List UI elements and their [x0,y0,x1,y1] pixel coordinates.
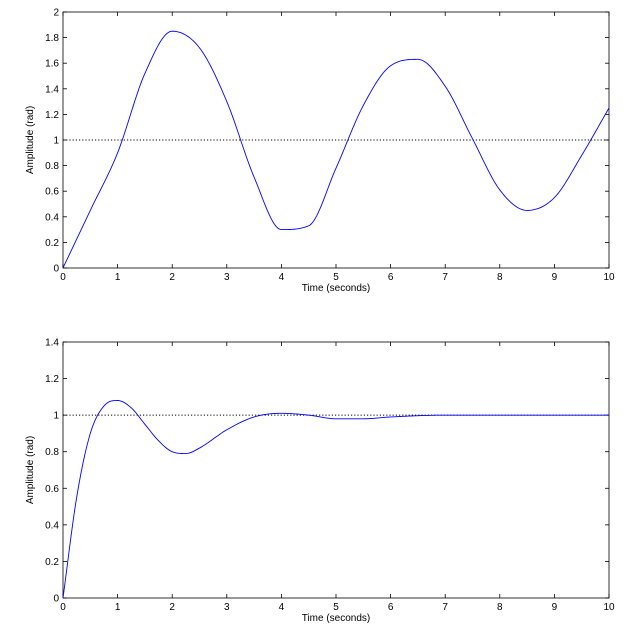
y-tick-label: 0.4 [45,520,59,531]
x-tick-label: 7 [442,602,448,613]
x-tick-label: 9 [552,272,558,283]
x-axis-label: Time (seconds) [302,613,371,624]
y-tick-label: 0.4 [45,212,59,223]
x-tick-label: 8 [497,272,503,283]
y-tick-label: 0 [53,264,59,275]
x-tick-label: 1 [115,272,121,283]
y-tick-label: 0.2 [45,557,59,568]
y-tick-label: 0.6 [45,484,59,495]
x-tick-label: 10 [603,602,615,613]
x-tick-label: 0 [60,272,66,283]
y-tick-label: 0 [53,594,59,605]
x-tick-label: 10 [603,272,615,283]
x-tick-label: 3 [224,602,230,613]
y-tick-label: 0.8 [45,161,59,172]
plot-frame [62,341,610,599]
y-tick-label: 1.4 [45,84,59,95]
y-tick-label: 1.6 [45,59,59,70]
y-tick-label: 1.8 [45,33,59,44]
y-tick-label: 2 [53,8,59,19]
x-tick-label: 2 [169,602,175,613]
x-tick-label: 4 [279,602,285,613]
x-tick-label: 4 [279,272,285,283]
x-tick-label: 5 [333,272,339,283]
x-tick-label: 5 [333,602,339,613]
y-tick-label: 0.2 [45,238,59,249]
x-tick-label: 3 [224,272,230,283]
chart-bottom: 0 1 2 3 4 5 6 7 8 9 10 0 0.2 0.4 0.6 0.8 1 1.2 1.4 Time (se… [25,338,615,625]
chart-top: 0 1 2 3 4 5 6 7 8 9 10 0 0.2 0.4 0.6 0.8 1 1.2 1.4 1.6 1.8 2 T… [25,8,615,295]
y-tick-label: 0.8 [45,447,59,458]
response-curve [62,400,609,599]
x-tick-label: 6 [388,272,394,283]
y-tick-label: 1.4 [45,338,59,349]
y-tick-label: 0.6 [45,187,59,198]
x-tick-label: 0 [60,602,66,613]
response-curve [62,30,610,269]
x-tick-label: 9 [552,602,558,613]
x-tick-label: 6 [388,602,394,613]
y-tick-label: 1.2 [45,110,59,121]
y-axis-label: Amplitude (rad) [25,436,36,504]
y-tick-label: 1 [53,411,59,422]
x-axis-label: Time (seconds) [302,283,371,294]
x-tick-label: 8 [497,602,503,613]
y-axis-label: Amplitude (rad) [25,106,36,174]
y-tick-label: 1 [53,136,59,147]
y-tick-label: 1.2 [45,374,59,385]
x-tick-label: 1 [115,602,121,613]
x-tick-label: 7 [442,272,448,283]
x-tick-label: 2 [169,272,175,283]
